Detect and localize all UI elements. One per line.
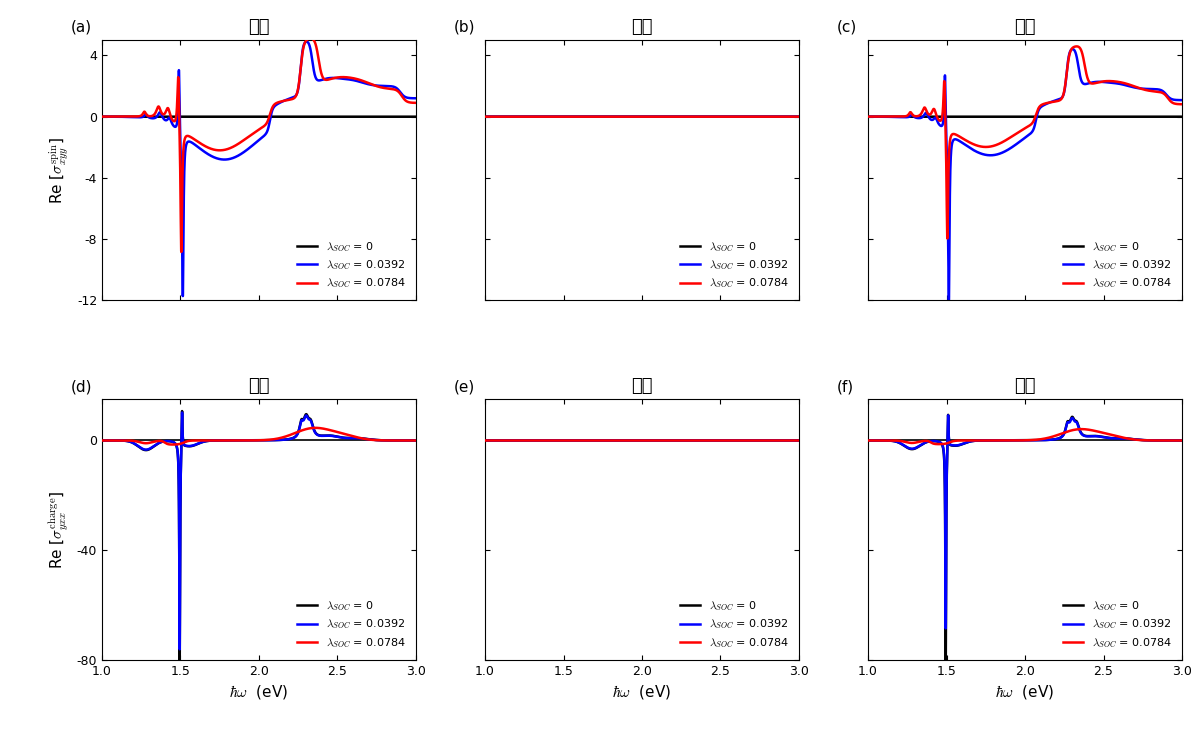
Legend: $\lambda_{SOC}$ = 0, $\lambda_{SOC}$ = 0.0392, $\lambda_{SOC}$ = 0.0784: $\lambda_{SOC}$ = 0, $\lambda_{SOC}$ = 0… xyxy=(293,595,410,654)
X-axis label: $\hbar\omega$  (eV): $\hbar\omega$ (eV) xyxy=(996,683,1055,701)
Y-axis label: Re [$\sigma_{xyy}^{\mathrm{spin}}$]: Re [$\sigma_{xyy}^{\mathrm{spin}}$] xyxy=(47,136,71,204)
Title: 三層: 三層 xyxy=(1014,377,1036,395)
X-axis label: $\hbar\omega$  (eV): $\hbar\omega$ (eV) xyxy=(229,683,288,701)
Title: 三層: 三層 xyxy=(1014,17,1036,36)
Title: 単層: 単層 xyxy=(248,377,270,395)
Legend: $\lambda_{SOC}$ = 0, $\lambda_{SOC}$ = 0.0392, $\lambda_{SOC}$ = 0.0784: $\lambda_{SOC}$ = 0, $\lambda_{SOC}$ = 0… xyxy=(676,595,793,654)
Text: (c): (c) xyxy=(836,20,857,35)
Legend: $\lambda_{SOC}$ = 0, $\lambda_{SOC}$ = 0.0392, $\lambda_{SOC}$ = 0.0784: $\lambda_{SOC}$ = 0, $\lambda_{SOC}$ = 0… xyxy=(676,235,793,295)
Legend: $\lambda_{SOC}$ = 0, $\lambda_{SOC}$ = 0.0392, $\lambda_{SOC}$ = 0.0784: $\lambda_{SOC}$ = 0, $\lambda_{SOC}$ = 0… xyxy=(1058,235,1176,295)
Legend: $\lambda_{SOC}$ = 0, $\lambda_{SOC}$ = 0.0392, $\lambda_{SOC}$ = 0.0784: $\lambda_{SOC}$ = 0, $\lambda_{SOC}$ = 0… xyxy=(1058,595,1176,654)
Text: (d): (d) xyxy=(71,379,92,394)
Text: (e): (e) xyxy=(454,379,475,394)
Y-axis label: Re [$\sigma_{yxx}^{\mathrm{charge}}$]: Re [$\sigma_{yxx}^{\mathrm{charge}}$] xyxy=(48,491,71,569)
Text: (b): (b) xyxy=(454,20,475,35)
Title: 二層: 二層 xyxy=(631,17,653,36)
Title: 二層: 二層 xyxy=(631,377,653,395)
Legend: $\lambda_{SOC}$ = 0, $\lambda_{SOC}$ = 0.0392, $\lambda_{SOC}$ = 0.0784: $\lambda_{SOC}$ = 0, $\lambda_{SOC}$ = 0… xyxy=(293,235,410,295)
X-axis label: $\hbar\omega$  (eV): $\hbar\omega$ (eV) xyxy=(612,683,672,701)
Title: 単層: 単層 xyxy=(248,17,270,36)
Text: (a): (a) xyxy=(71,20,91,35)
Text: (f): (f) xyxy=(836,379,853,394)
